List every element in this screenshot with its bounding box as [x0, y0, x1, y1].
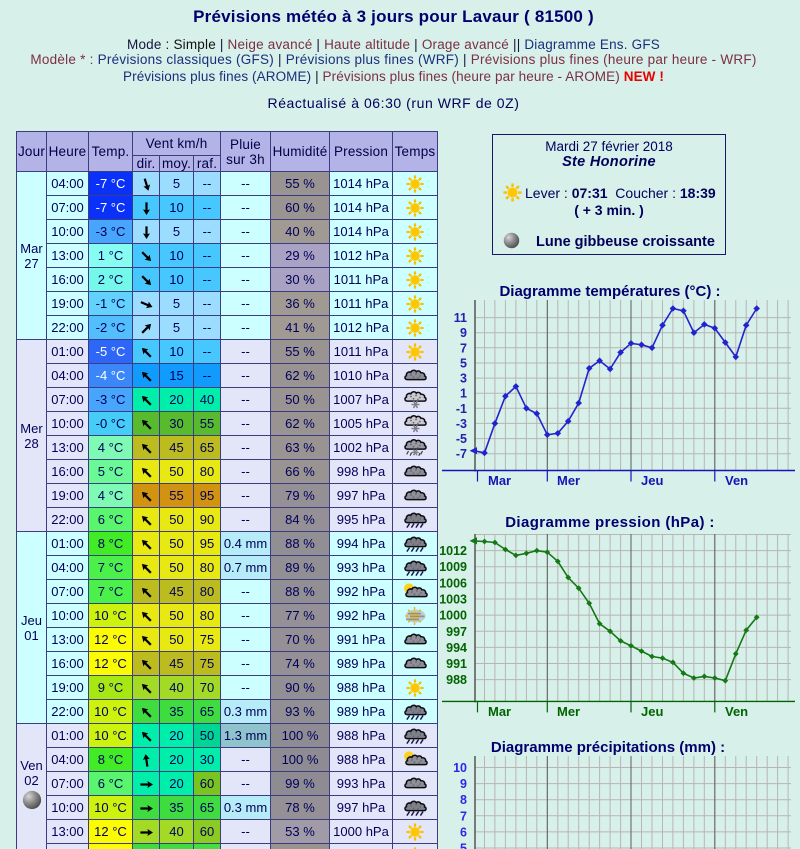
svg-text:-1: -1 — [456, 402, 467, 416]
svg-text:9: 9 — [460, 326, 467, 340]
svg-text:988: 988 — [446, 673, 467, 687]
svg-text:Mar: Mar — [488, 704, 511, 719]
svg-text:994: 994 — [446, 641, 467, 655]
svg-text:Ven: Ven — [725, 704, 748, 719]
svg-text:-7: -7 — [456, 447, 467, 461]
svg-text:Jeu: Jeu — [641, 473, 663, 488]
svg-text:7: 7 — [460, 341, 467, 355]
svg-text:1003: 1003 — [440, 593, 467, 607]
svg-text:5: 5 — [460, 842, 467, 849]
svg-text:5: 5 — [460, 357, 467, 371]
svg-text:1006: 1006 — [440, 576, 467, 590]
svg-text:-5: -5 — [456, 432, 467, 446]
svg-text:1012: 1012 — [440, 544, 467, 558]
svg-text:991: 991 — [446, 657, 467, 671]
svg-text:9: 9 — [460, 777, 467, 791]
svg-text:11: 11 — [454, 311, 467, 325]
svg-text:Ven: Ven — [725, 473, 748, 488]
svg-text:1000: 1000 — [440, 609, 467, 623]
svg-text:3: 3 — [460, 372, 467, 386]
svg-text:1009: 1009 — [440, 560, 467, 574]
svg-text:7: 7 — [460, 809, 467, 823]
svg-text:Jeu: Jeu — [641, 704, 663, 719]
svg-text:8: 8 — [460, 793, 467, 807]
svg-text:Mer: Mer — [557, 704, 580, 719]
svg-text:1: 1 — [460, 387, 467, 401]
svg-text:10: 10 — [453, 761, 467, 775]
svg-text:Mar: Mar — [488, 473, 511, 488]
svg-text:997: 997 — [446, 625, 467, 639]
svg-text:-3: -3 — [456, 417, 467, 431]
svg-text:6: 6 — [460, 825, 467, 839]
svg-text:Mer: Mer — [557, 473, 580, 488]
